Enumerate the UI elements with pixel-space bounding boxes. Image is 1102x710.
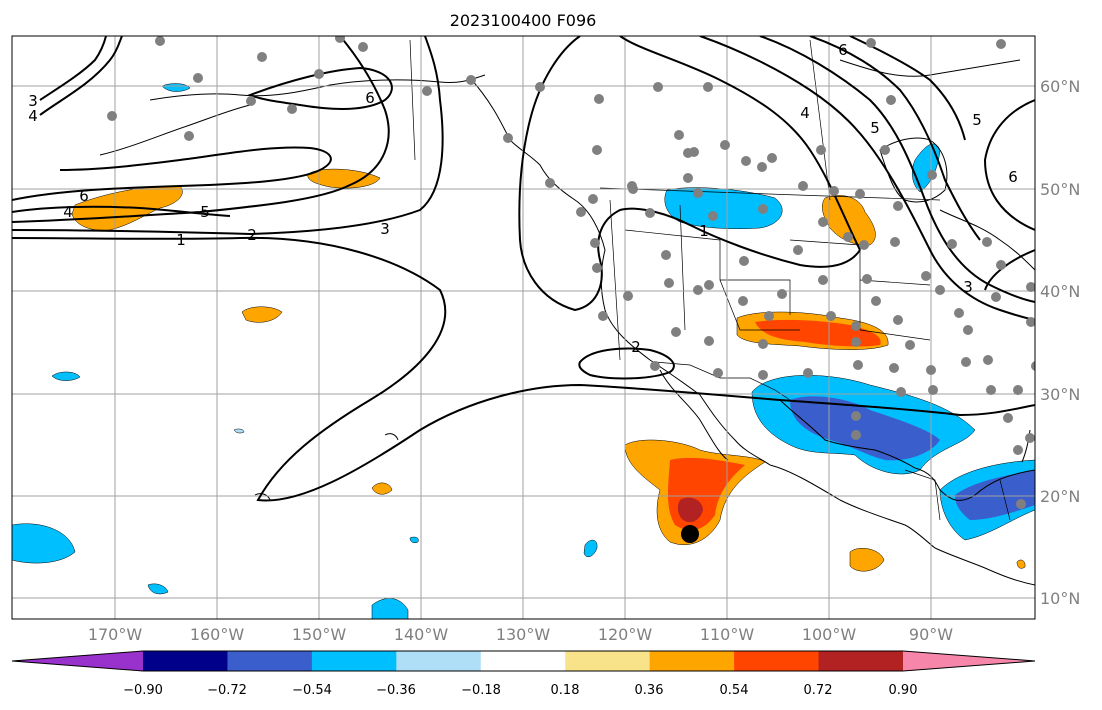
- contour-label: 6: [79, 187, 89, 205]
- lon-tick-label: 150°W: [292, 625, 347, 644]
- contour-lines: [12, 36, 1035, 502]
- latitude-tick-labels: 60°N 50°N 40°N 30°N 20°N 10°N: [1040, 77, 1080, 608]
- anomaly-shading: [12, 83, 1035, 619]
- lon-tick-label: 140°W: [394, 625, 449, 644]
- lat-tick-label: 50°N: [1040, 180, 1080, 199]
- colorbar-cell: [734, 651, 820, 671]
- lon-tick-label: 130°W: [496, 625, 551, 644]
- lat-tick-label: 60°N: [1040, 77, 1080, 96]
- colorbar-tick-label: −0.18: [461, 683, 501, 698]
- colorbar-tick-label: 0.54: [720, 683, 749, 698]
- colorbar-extend-high: [903, 651, 1035, 671]
- contour-label: 6: [365, 89, 375, 107]
- contour-label: 2: [631, 338, 641, 356]
- colorbar-cell: [565, 651, 651, 671]
- colorbar-cell: [311, 651, 397, 671]
- lat-tick-label: 40°N: [1040, 282, 1080, 301]
- lon-tick-label: 170°W: [88, 625, 143, 644]
- contour-label: 6: [838, 41, 848, 59]
- contour-label: 5: [200, 203, 210, 221]
- colorbar-tick-labels: −0.90 −0.72 −0.54 −0.36 −0.18 0.18 0.36 …: [123, 683, 917, 698]
- lat-tick-label: 20°N: [1040, 487, 1080, 506]
- colorbar-tick-label: −0.72: [207, 683, 247, 698]
- highlight-marker: [681, 525, 699, 543]
- graticule: [12, 36, 1035, 619]
- contour-label: 5: [870, 119, 880, 137]
- contour-label: 5: [972, 111, 982, 129]
- colorbar-cell: [396, 651, 482, 671]
- lat-tick-label: 10°N: [1040, 589, 1080, 608]
- colorbar-tick-label: 0.72: [804, 683, 833, 698]
- contour-label-group: 3 4 6 6 4 5 1 2 3 1 2 4 5 6 5 6 3: [28, 41, 1018, 356]
- colorbar-tick-label: 0.36: [635, 683, 664, 698]
- colorbar-tick-label: −0.54: [292, 683, 332, 698]
- colorbar-cell: [227, 651, 313, 671]
- colorbar-extend-low: [12, 651, 143, 671]
- colorbar-tick-label: 0.18: [551, 683, 580, 698]
- longitude-tick-labels: 170°W 160°W 150°W 140°W 130°W 120°W 110°…: [88, 625, 953, 644]
- lon-tick-label: 110°W: [700, 625, 755, 644]
- colorbar-cell: [143, 651, 228, 671]
- contour-label: 3: [963, 278, 973, 296]
- colorbar-cell: [480, 651, 566, 671]
- colorbar-cells: [11, 650, 1036, 672]
- lat-tick-label: 30°N: [1040, 385, 1080, 404]
- contour-label: 1: [699, 222, 709, 240]
- lon-tick-label: 100°W: [802, 625, 857, 644]
- contour-label: 2: [247, 226, 257, 244]
- colorbar-tick-label: 0.90: [889, 683, 918, 698]
- station-markers: [107, 36, 1035, 509]
- colorbar: −0.90 −0.72 −0.54 −0.36 −0.18 0.18 0.36 …: [11, 650, 1036, 698]
- map-title: 2023100400 F096: [450, 11, 597, 30]
- contour-label: 1: [176, 231, 186, 249]
- lon-tick-label: 160°W: [190, 625, 245, 644]
- colorbar-tick-label: −0.36: [376, 683, 416, 698]
- map-panel: 3 4 6 6 4 5 1 2 3 1 2 4 5 6 5 6 3: [11, 35, 1036, 620]
- colorbar-cell: [649, 651, 735, 671]
- contour-label: 3: [28, 92, 38, 110]
- lon-tick-label: 90°W: [909, 625, 953, 644]
- lon-tick-label: 120°W: [598, 625, 653, 644]
- contour-label: 4: [28, 107, 38, 125]
- contour-label: 4: [63, 203, 73, 221]
- colorbar-cell: [818, 651, 904, 671]
- contour-label: 3: [380, 220, 390, 238]
- colorbar-tick-label: −0.90: [123, 683, 163, 698]
- contour-label: 4: [800, 104, 810, 122]
- contour-label: 6: [1008, 168, 1018, 186]
- colorbar-outline: [11, 650, 1036, 672]
